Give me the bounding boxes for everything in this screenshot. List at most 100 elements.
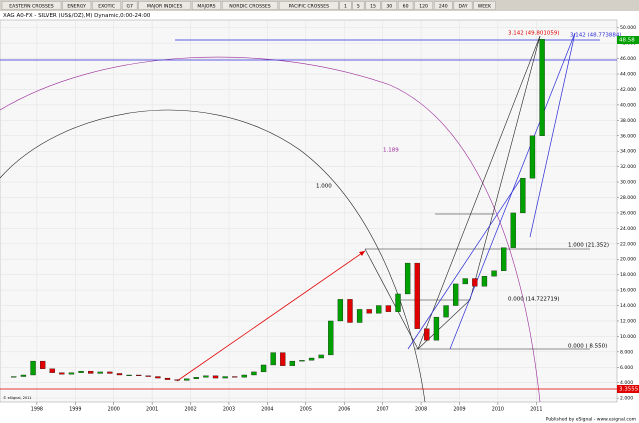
- y-tick-label: 14.000: [620, 303, 636, 309]
- y-tick-label: 36.000: [620, 133, 636, 139]
- toolbar-button-label[interactable]: 5: [357, 3, 360, 9]
- toolbar-button-label[interactable]: MAJORS: [197, 3, 215, 9]
- candle-body: [376, 305, 382, 314]
- candle-body: [174, 379, 180, 381]
- candle-body: [145, 375, 151, 377]
- candle-body: [212, 375, 219, 379]
- x-tick-label: 1999: [69, 407, 81, 413]
- toolbar-button-label[interactable]: 60: [403, 3, 409, 9]
- x-tick-label: 2010: [492, 407, 504, 413]
- toolbar-button[interactable]: [192, 1, 221, 10]
- toolbar-button-label[interactable]: G7: [126, 3, 133, 9]
- toolbar-button-label[interactable]: 15: [370, 3, 376, 9]
- toolbar-button-label[interactable]: ENERGY: [67, 3, 86, 9]
- candle-body: [222, 376, 228, 379]
- trend-line: [529, 32, 576, 238]
- toolbar-button[interactable]: [1, 1, 62, 10]
- x-tick-label: 1998: [31, 407, 43, 413]
- toolbar-button-label[interactable]: DAY: [458, 3, 467, 9]
- toolbar-button-label[interactable]: 1: [344, 3, 347, 9]
- candle-body: [232, 376, 238, 378]
- price-flag-label: 48.58: [619, 38, 635, 44]
- toolbar-button-label[interactable]: EASTERN CROSSES: [9, 3, 54, 9]
- candle-body: [68, 372, 75, 375]
- candle-body: [395, 293, 401, 312]
- annotation: 1.000: [316, 184, 332, 190]
- y-tick-label: 40.000: [620, 102, 636, 108]
- y-tick-label: 18.000: [620, 272, 636, 278]
- candle-body: [11, 376, 17, 378]
- toolbar-button[interactable]: [365, 1, 381, 10]
- toolbar-button-label[interactable]: EXOTIC: [98, 3, 115, 9]
- x-tick-label: 2002: [184, 407, 196, 413]
- y-tick-label: 28.000: [620, 195, 636, 201]
- toolbar-button-label[interactable]: NORDIC CROSSES: [229, 3, 271, 9]
- y-tick-label: 38.000: [620, 118, 636, 124]
- toolbar-button-label[interactable]: 240: [439, 3, 448, 9]
- plot-area: [0, 19, 618, 403]
- toolbar-button[interactable]: [62, 1, 92, 10]
- annotation: 0.000 (14.722719): [508, 297, 560, 303]
- y-tick-label: 8.000: [620, 349, 633, 355]
- toolbar-button-label[interactable]: PACIFIC CROSSES: [289, 3, 330, 9]
- toolbar-button-label[interactable]: MAJOR INDICES: [147, 3, 183, 9]
- candle-body: [78, 370, 84, 373]
- toolbar-button[interactable]: [221, 1, 278, 10]
- candle-body: [270, 352, 276, 366]
- candle-body: [241, 374, 247, 378]
- candle-body: [289, 360, 296, 366]
- toolbar-button[interactable]: [138, 1, 192, 10]
- x-tick-label: 2011: [530, 407, 542, 413]
- candle-body: [318, 354, 324, 359]
- y-tick-label: 16.000: [620, 288, 636, 294]
- toolbar-button[interactable]: [92, 1, 122, 10]
- toolbar-button[interactable]: [122, 1, 138, 10]
- candle-body: [280, 352, 286, 366]
- chart-title: XAG A0-FX - SILVER (US$/OZ),M) Dynamic,0…: [3, 13, 151, 19]
- trend-line: [407, 179, 521, 350]
- y-tick-label: 24.000: [620, 226, 636, 232]
- price-flag: [617, 36, 639, 44]
- toolbar-button[interactable]: [339, 1, 352, 10]
- candle-body: [164, 377, 171, 380]
- candle-body: [203, 375, 209, 378]
- candle-body: [116, 373, 123, 376]
- annotation: 1.189: [383, 148, 399, 154]
- toolbar-button[interactable]: [381, 1, 397, 10]
- candle-body: [308, 357, 315, 361]
- x-tick-label: 2000: [108, 407, 120, 413]
- candle-body: [251, 371, 257, 376]
- toolbar-button[interactable]: [279, 1, 339, 10]
- toolbar-button[interactable]: [352, 1, 365, 10]
- candle-body: [385, 305, 392, 312]
- y-tick-label: 20.000: [620, 257, 636, 263]
- candle-body: [501, 247, 507, 271]
- candle-body: [539, 39, 545, 136]
- toolbar-button[interactable]: [453, 1, 473, 10]
- candle-body: [529, 135, 536, 179]
- toolbar-button[interactable]: [398, 1, 414, 10]
- x-tick-label: 2009: [453, 407, 465, 413]
- candle-body: [49, 368, 55, 373]
- candle-body: [30, 360, 36, 376]
- copyright: © eSignal, 2011: [3, 396, 32, 400]
- x-tick-label: 2003: [223, 407, 235, 413]
- candle-body: [443, 305, 449, 318]
- candle-body: [481, 276, 488, 287]
- y-tick-label: 50.000: [620, 25, 636, 31]
- toolbar-button-label[interactable]: 30: [386, 3, 392, 9]
- arc: [0, 109, 426, 403]
- toolbar-button-label[interactable]: WEEK: [478, 3, 492, 9]
- candle-body: [424, 328, 430, 341]
- toolbar-button-label[interactable]: 120: [419, 3, 428, 9]
- y-tick-label: 30.000: [620, 180, 636, 186]
- candle-body: [462, 278, 468, 285]
- annotation: 3.142 (48.773884): [570, 33, 622, 39]
- toolbar-button[interactable]: [473, 1, 496, 10]
- candle-body: [347, 299, 353, 323]
- arc: [0, 56, 541, 403]
- toolbar-button[interactable]: [434, 1, 453, 10]
- toolbar-button[interactable]: [414, 1, 433, 10]
- annotation: 3.142 (49.801059): [508, 31, 560, 37]
